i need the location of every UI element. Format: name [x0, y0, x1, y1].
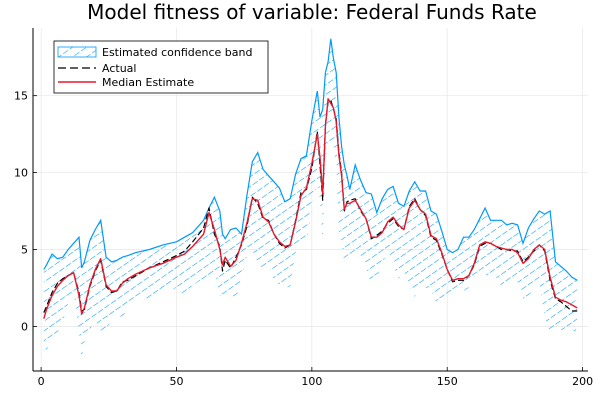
- y-tick-label: 10: [14, 167, 28, 180]
- plot-area: [43, 38, 578, 362]
- ticks: 0 50 100 150 200 0 5 10 15: [14, 90, 593, 388]
- x-tick-label: 0: [38, 375, 45, 388]
- y-tick-label: 15: [14, 90, 28, 103]
- x-tick-label: 150: [437, 375, 458, 388]
- axes: [32, 28, 588, 372]
- legend-label-band: Estimated confidence band: [102, 46, 252, 59]
- y-tick-label: 5: [21, 243, 28, 256]
- confidence-band-upper-line: [43, 38, 578, 281]
- x-tick-label: 200: [572, 375, 593, 388]
- legend-swatch-band: [57, 46, 97, 58]
- y-tick-label: 0: [21, 320, 28, 333]
- x-tick-label: 100: [301, 375, 322, 388]
- legend-label-actual: Actual: [102, 62, 136, 75]
- legend-label-median: Median Estimate: [102, 76, 194, 89]
- x-tick-label: 50: [169, 375, 183, 388]
- confidence-band-area: [43, 38, 578, 362]
- series-line-median: [43, 98, 578, 319]
- legend: Estimated confidence band Actual Median …: [53, 40, 269, 94]
- chart-title: Model fitness of variable: Federal Funds…: [87, 0, 537, 24]
